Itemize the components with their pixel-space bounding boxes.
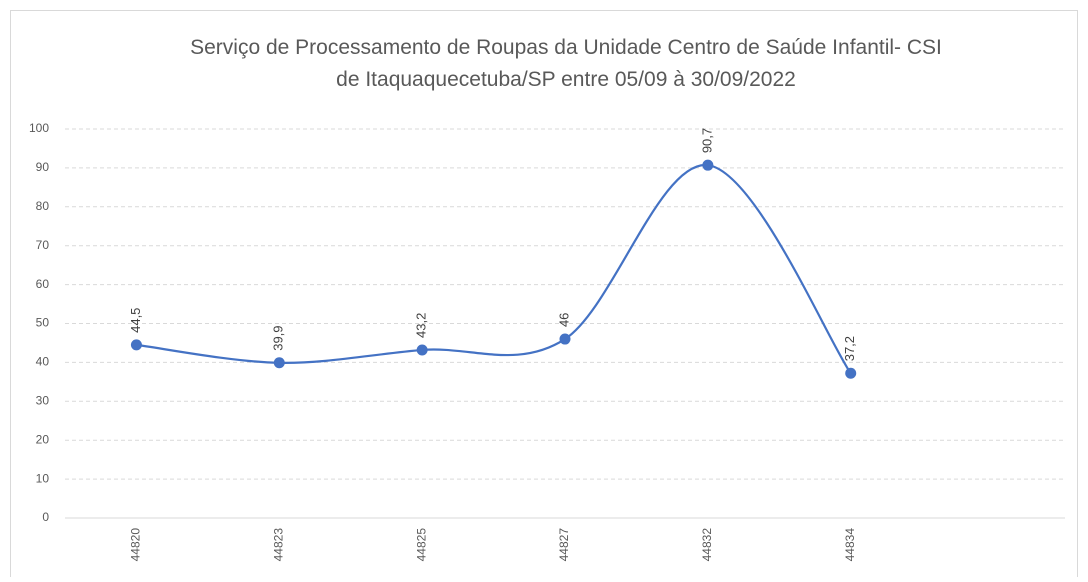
point [845, 367, 857, 379]
data-label: 37,2 [842, 336, 857, 361]
chart-title: de Itaquaquecetuba/SP entre 05/09 à 30/0… [336, 68, 796, 91]
point [130, 339, 142, 351]
y-tick-label: 40 [36, 355, 50, 369]
y-tick-label: 100 [29, 121, 49, 135]
x-tick-label: 44827 [557, 528, 571, 562]
data-label: 46 [556, 313, 571, 327]
y-tick-label: 70 [36, 238, 50, 252]
data-label: 44,5 [128, 308, 143, 333]
data-label: 43,2 [414, 313, 429, 338]
y-tick-label: 10 [36, 471, 50, 485]
x-tick-label: 44832 [700, 528, 714, 562]
y-tick-label: 20 [36, 432, 50, 446]
data-label: 39,9 [271, 325, 286, 350]
y-tick-label: 0 [42, 510, 49, 524]
data-label: 90,7 [699, 128, 714, 153]
point [702, 159, 714, 171]
point [416, 344, 428, 356]
x-tick-label: 44820 [129, 528, 143, 562]
chart-border [10, 10, 1078, 581]
x-tick-label: 44823 [271, 528, 285, 562]
y-tick-label: 80 [36, 199, 50, 213]
y-tick-label: 30 [36, 393, 50, 407]
point [273, 357, 285, 369]
point [559, 333, 571, 345]
x-tick-label: 44834 [843, 528, 857, 562]
x-tick-label: 44825 [414, 528, 428, 562]
chart-title: Serviço de Processamento de Roupas da Un… [190, 36, 942, 59]
y-tick-label: 50 [36, 316, 50, 330]
y-tick-label: 60 [36, 277, 50, 291]
y-tick-label: 90 [36, 160, 50, 174]
